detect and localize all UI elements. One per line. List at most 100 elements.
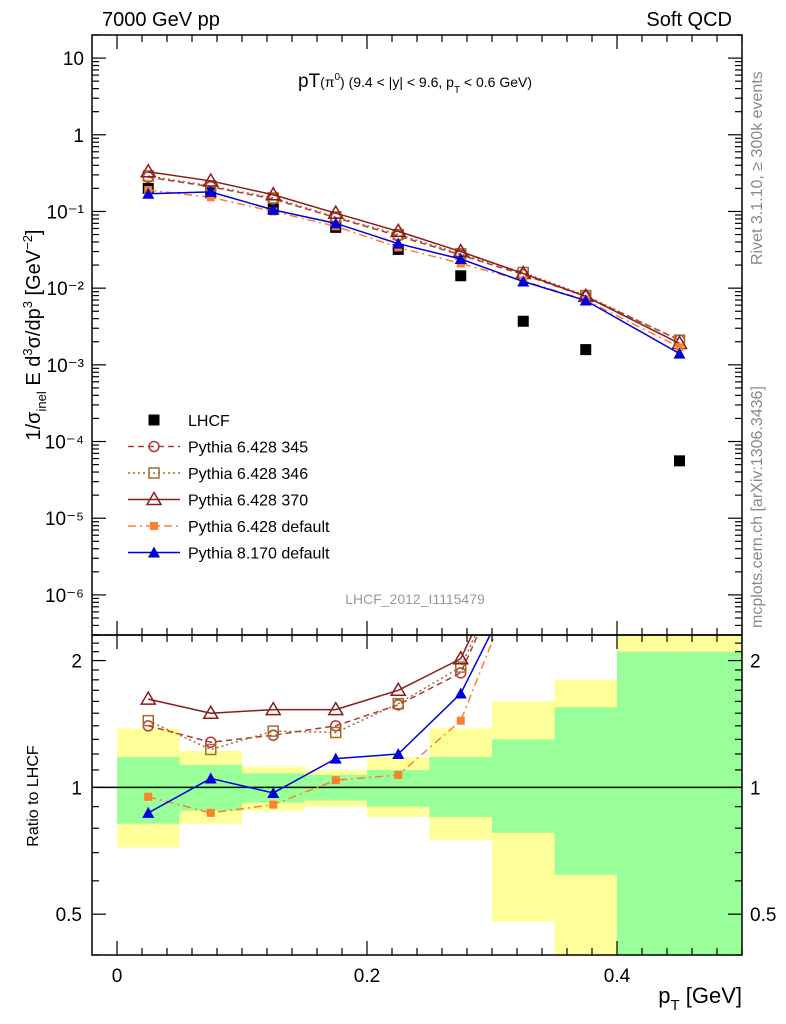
main-point-lhcf — [517, 315, 529, 327]
legend-marker-p8def — [148, 546, 160, 558]
ratio-point-p6def — [456, 716, 465, 725]
ratio-point-p8def — [454, 687, 467, 699]
legend-marker-p370 — [145, 491, 163, 506]
y-tick-label-main: 10 — [63, 49, 84, 70]
ratio-point-p6def — [582, 512, 590, 520]
ratio-point-p370 — [452, 650, 470, 665]
ratio-point-p6def — [331, 776, 340, 785]
main-line-p6def — [148, 189, 680, 348]
x-tick-label: 0 — [112, 966, 123, 987]
main-point-p8def — [517, 275, 530, 287]
ratio-point-p345 — [518, 529, 528, 539]
header-right: Soft QCD — [646, 9, 732, 31]
y-tick-label-main: 1 — [73, 126, 84, 147]
main-line-p345 — [148, 176, 680, 341]
y-tick-label-ratio-right: 2 — [750, 652, 761, 673]
ratio-line-p345 — [148, 635, 479, 743]
ratio-line-p346 — [147, 635, 477, 751]
ratio-point-p345 — [205, 736, 217, 748]
axis-ticks: 0 0.2 0.4 10⁻⁶ 10⁻⁵ 10⁻⁴ 10⁻³ 10⁻² 10⁻¹ 1 10 0.5 0.5… — [45, 34, 776, 987]
ratio-point-p346 — [518, 524, 528, 534]
y-axis-label-ratio: Ratio to LHCF — [25, 745, 42, 847]
legend-label: Pythia 6.428 default — [188, 519, 330, 536]
ratio-point-p370 — [327, 701, 345, 716]
main-point-p8def — [142, 187, 155, 199]
main-point-p8def — [579, 294, 592, 306]
main-point-p8def — [673, 347, 686, 359]
band-inner-bin — [617, 651, 742, 955]
main-point-p8def — [454, 252, 467, 264]
y-axis-label-main: 1/σinel E d3σ/dp3 [GeV−2] — [20, 229, 49, 440]
header-left: 7000 GeV pp — [102, 9, 220, 31]
x-axis-label: pT [GeV] — [658, 983, 742, 1014]
x-tick-label: 0.4 — [604, 966, 631, 987]
ratio-point-p345 — [330, 720, 342, 732]
mcplots-label: mcplots.cern.ch [arXiv:1306.3436] — [749, 386, 766, 628]
ratio-point-p8def — [674, 193, 686, 204]
ratio-point-p370 — [264, 701, 282, 716]
legend: LHCF Pythia 6.428 345 Pythia 6.428 346 Pyth… — [128, 413, 330, 563]
band-inner-bin — [492, 739, 555, 833]
ratio-line-p370 — [148, 635, 473, 714]
ratio-point-p346 — [455, 661, 467, 673]
main-point-p8def — [329, 217, 342, 229]
y-tick-label-main: 10⁻¹ — [47, 202, 85, 223]
ratio-point-p370 — [673, 135, 687, 147]
legend-marker-p346 — [148, 467, 160, 479]
ratio-point-p370 — [139, 690, 157, 705]
ratio-point-p346 — [392, 697, 404, 710]
main-point-lhcf — [674, 455, 685, 467]
ratio-point-p6def — [269, 800, 278, 809]
band-inner-bin — [554, 707, 617, 875]
y-tick-label-ratio: 1 — [71, 778, 82, 799]
ratio-point-p8def — [329, 752, 342, 764]
legend-label: Pythia 6.428 370 — [188, 493, 308, 510]
ratio-point-p345 — [581, 492, 591, 502]
legend-label: LHCF — [188, 413, 230, 430]
main-point-p8def — [267, 203, 280, 215]
y-tick-label-main: 10⁻⁴ — [45, 433, 84, 454]
ratio-point-p370 — [389, 681, 407, 697]
main-point-p370 — [264, 186, 282, 201]
watermark: LHCF_2012_I1115479 — [345, 591, 485, 607]
y-tick-label-ratio-right: 1 — [750, 778, 761, 799]
main-point-p346 — [267, 192, 279, 204]
ratio-point-p8def — [580, 515, 592, 526]
legend-label: Pythia 6.428 346 — [188, 466, 308, 483]
ratio-point-p8def — [517, 563, 529, 574]
main-point-lhcf — [455, 270, 467, 282]
ratio-point-p6def — [676, 161, 684, 169]
main-line-p346 — [148, 175, 680, 341]
legend-label: Pythia 8.170 default — [188, 546, 330, 563]
legend-label: Pythia 6.428 345 — [188, 440, 308, 457]
ratio-point-p370 — [579, 490, 593, 502]
y-tick-label-ratio: 2 — [71, 652, 82, 673]
ratio-point-p346 — [267, 725, 279, 737]
main-point-p6def — [206, 193, 215, 202]
ratio-point-p6def — [519, 559, 527, 567]
ratio-series-layer — [139, 122, 687, 818]
main-point-p8def — [204, 185, 217, 197]
legend-marker-p345 — [148, 440, 160, 453]
x-tick-label: 0.2 — [354, 966, 380, 987]
ratio-point-p8def — [142, 806, 155, 818]
ratio-point-p346 — [330, 726, 342, 739]
main-line-p8def — [148, 191, 680, 355]
legend-marker-p6def — [150, 522, 158, 530]
main-point-p8def — [392, 237, 405, 249]
main-point-p370 — [139, 163, 157, 178]
legend-marker-lhcf — [148, 414, 160, 426]
ratio-point-p346 — [205, 743, 217, 756]
ratio-point-p370 — [202, 704, 220, 719]
ratio-point-p346 — [581, 488, 591, 498]
ratio-point-p345 — [675, 122, 685, 132]
y-tick-label-main: 10⁻² — [47, 279, 85, 300]
ratio-point-p345 — [455, 667, 467, 679]
ratio-point-p370 — [516, 518, 530, 530]
main-line-p370 — [148, 170, 680, 345]
main-series-layer — [139, 163, 688, 467]
ratio-point-p8def — [392, 748, 405, 760]
ratio-point-p6def — [144, 792, 153, 801]
main-point-p370 — [389, 222, 407, 238]
